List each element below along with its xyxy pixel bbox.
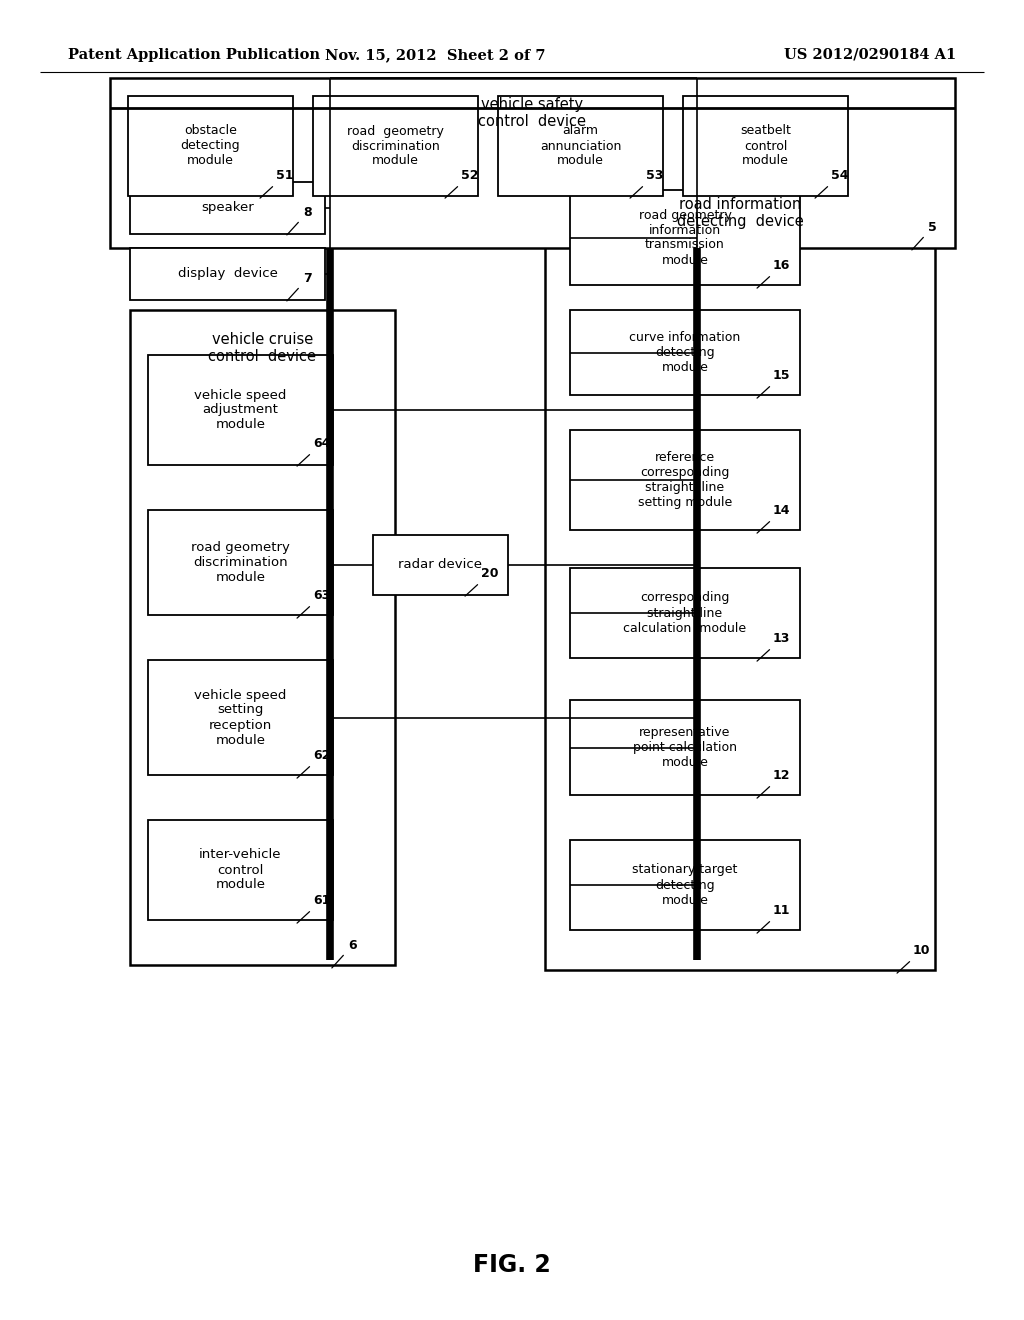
Bar [148,355,333,465]
Bar [373,535,508,595]
Text: 51: 51 [260,169,294,198]
Text: FIG. 2: FIG. 2 [473,1253,551,1276]
Text: representative
point calculation
module: representative point calculation module [633,726,737,770]
Text: Nov. 15, 2012  Sheet 2 of 7: Nov. 15, 2012 Sheet 2 of 7 [325,48,545,62]
Bar [130,248,325,300]
Text: 63: 63 [297,589,331,618]
Text: 15: 15 [757,370,791,399]
Text: stationary target
detecting
module: stationary target detecting module [632,863,737,907]
Text: vehicle cruise
control  device: vehicle cruise control device [209,331,316,364]
Text: display  device: display device [177,268,278,281]
Text: 14: 14 [757,504,791,533]
Bar [570,430,800,531]
Text: road  geometry
discrimination
module: road geometry discrimination module [347,124,444,168]
Text: 6: 6 [332,939,356,968]
Text: 10: 10 [897,944,931,973]
Bar [148,660,333,775]
Bar [130,182,325,234]
Text: vehicle speed
adjustment
module: vehicle speed adjustment module [195,388,287,432]
Bar [148,510,333,615]
Text: US 2012/0290184 A1: US 2012/0290184 A1 [784,48,956,62]
Text: 54: 54 [815,169,849,198]
Bar [570,840,800,931]
Text: Patent Application Publication: Patent Application Publication [68,48,319,62]
Bar [130,310,395,965]
Text: 13: 13 [757,632,791,661]
Text: 16: 16 [757,259,791,288]
Text: 53: 53 [630,169,664,198]
Text: speaker: speaker [201,202,254,214]
Text: 20: 20 [465,568,499,597]
Text: curve information
detecting
module: curve information detecting module [630,331,740,374]
Text: corresponding
straight line
calculation  module: corresponding straight line calculation … [624,591,746,635]
Text: radar device: radar device [398,558,482,572]
Text: inter-vehicle
control
module: inter-vehicle control module [200,849,282,891]
Text: reference
corresponding
straight  line
setting module: reference corresponding straight line se… [638,451,732,510]
Text: 62: 62 [297,748,331,777]
Text: 8: 8 [287,206,311,235]
Text: alarm
annunciation
module: alarm annunciation module [540,124,622,168]
Text: obstacle
detecting
module: obstacle detecting module [180,124,241,168]
Bar [498,96,663,195]
Bar [570,568,800,657]
Text: 64: 64 [297,437,331,466]
Bar [148,820,333,920]
Text: 61: 61 [297,894,331,923]
Bar [570,310,800,395]
Text: road information
detecting  device: road information detecting device [677,197,804,230]
Bar [313,96,478,195]
Bar [110,78,955,248]
Text: 52: 52 [445,169,478,198]
Text: 7: 7 [287,272,311,301]
Text: 12: 12 [757,770,791,799]
Text: 5: 5 [912,220,937,249]
Bar [570,700,800,795]
Text: vehicle safety
control  device: vehicle safety control device [478,96,587,129]
Bar [545,176,935,970]
Bar [570,190,800,285]
Bar [128,96,293,195]
Text: road geometry
discrimination
module: road geometry discrimination module [191,541,290,583]
Bar [683,96,848,195]
Text: vehicle speed
setting
reception
module: vehicle speed setting reception module [195,689,287,747]
Text: road geometry
information
transmission
module: road geometry information transmission m… [639,209,731,267]
Text: 11: 11 [757,904,791,933]
Text: seatbelt
control
module: seatbelt control module [740,124,791,168]
